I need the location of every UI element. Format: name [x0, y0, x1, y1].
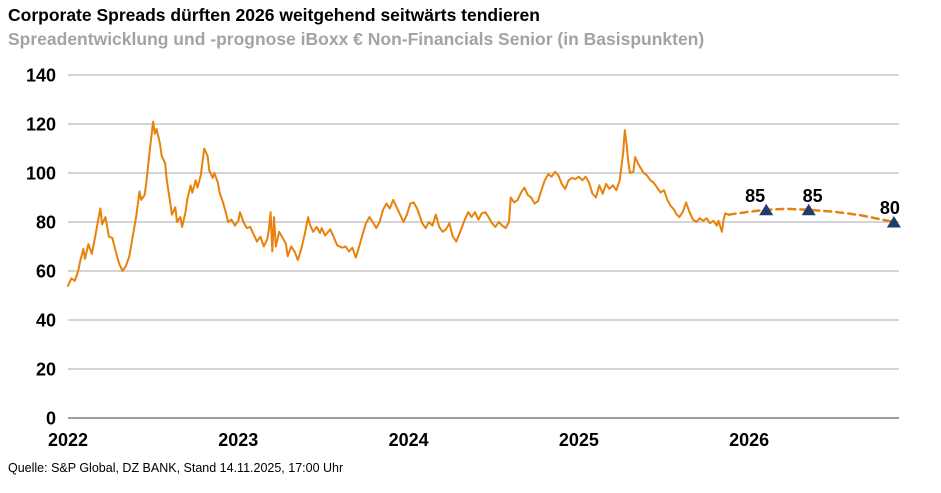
forecast-marker-triangle-icon: [759, 203, 774, 216]
forecast-value-label: 85: [803, 186, 823, 206]
source-note: Quelle: S&P Global, DZ BANK, Stand 14.11…: [8, 461, 344, 475]
y-tick-label: 40: [36, 311, 56, 331]
history-line: [67, 120, 730, 287]
x-tick-label: 2022: [48, 430, 88, 450]
x-tick-label: 2023: [218, 430, 258, 450]
y-tick-label: 80: [36, 213, 56, 233]
y-tick-label: 120: [26, 115, 56, 135]
y-tick-label: 0: [46, 409, 56, 429]
forecast-marker-triangle-icon: [886, 216, 901, 228]
chart-title: Corporate Spreads dürften 2026 weitgehen…: [8, 5, 540, 25]
x-tick-label: 2025: [559, 430, 599, 450]
y-tick-label: 140: [26, 66, 56, 86]
forecast-marker-triangle-icon: [801, 203, 816, 216]
y-tick-label: 100: [26, 164, 56, 184]
forecast-line: [727, 207, 896, 224]
chart-subtitle: Spreadentwicklung und -prognose iBoxx € …: [8, 29, 705, 49]
y-tick-label: 20: [36, 360, 56, 380]
forecast-value-label: 80: [880, 198, 900, 218]
x-tick-label: 2026: [729, 430, 769, 450]
forecast-value-label: 85: [745, 186, 765, 206]
x-tick-label: 2024: [389, 430, 429, 450]
y-tick-label: 60: [36, 262, 56, 282]
